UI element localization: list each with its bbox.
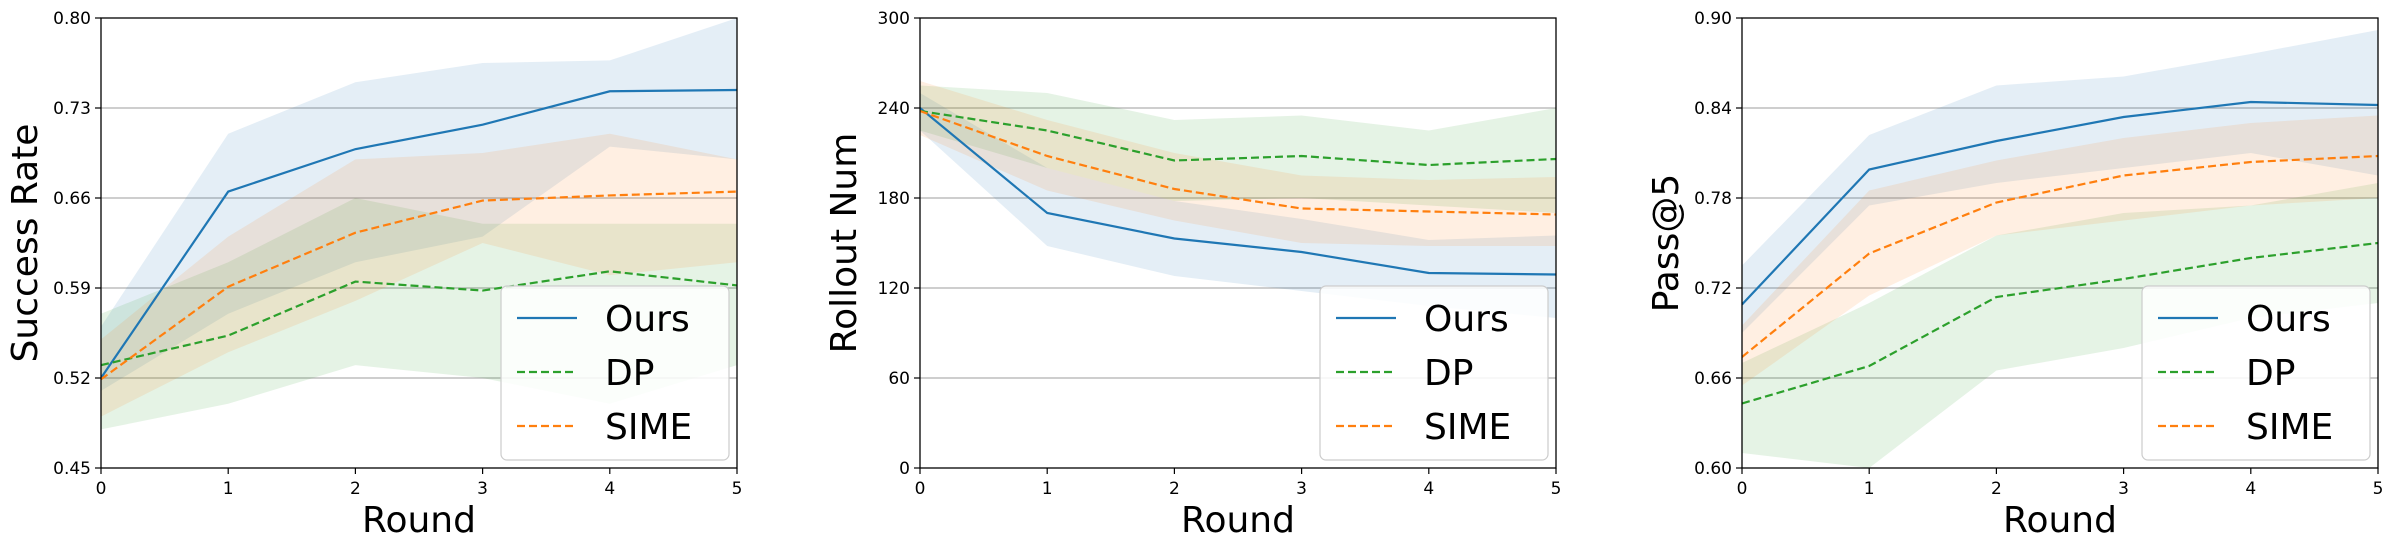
x-axis-label: Round — [2003, 500, 2117, 541]
y-axis-label: Success Rate — [5, 124, 46, 363]
x-tick-label: 3 — [2118, 479, 2129, 499]
axes-frame — [100, 17, 738, 469]
y-tick-label: 300 — [878, 9, 910, 29]
x-tick-label: 0 — [1737, 479, 1748, 499]
series-line-ours — [101, 88, 737, 379]
y-tick-label: 0.78 — [1694, 189, 1732, 209]
legend: Ours DP SIME — [500, 285, 730, 461]
y-tick-label: 0.52 — [53, 369, 91, 389]
y-tick-label: 0.59 — [53, 279, 91, 299]
series-layer — [920, 81, 1556, 318]
chart-panel-1: 0.45 0.52 0.59 0.66 0.73 0.80 0 1 2 3 4 5 Round Succe… — [5, 9, 742, 541]
y-axis-label: Pass@5 — [1646, 174, 1687, 313]
y-tick-label: 240 — [878, 99, 910, 119]
x-tick-label: 1 — [1042, 479, 1053, 499]
y-tick-label: 180 — [878, 189, 910, 209]
series-line-sime — [920, 109, 1556, 216]
x-tick-label: 0 — [915, 479, 926, 499]
axes-frame — [919, 17, 1557, 469]
legend-label-sime: SIME — [1424, 407, 1511, 448]
y-tick-label: 0.90 — [1694, 9, 1732, 29]
band-dp — [1742, 183, 2378, 468]
series-line-ours — [1742, 100, 2378, 306]
y-tick-label: 0.45 — [53, 459, 91, 479]
x-tick-label: 2 — [1169, 479, 1180, 499]
band-sime — [920, 81, 1556, 246]
series-line-dp — [101, 270, 737, 367]
x-tick-label: 5 — [1551, 479, 1562, 499]
legend-label-dp: DP — [2246, 353, 2295, 394]
y-tick-label: 0.66 — [53, 189, 91, 209]
y-tick-label: 120 — [878, 279, 910, 299]
series-line-ours — [920, 107, 1556, 276]
y-axis-label: Rollout Num — [824, 133, 865, 354]
x-axis-label: Round — [362, 500, 476, 541]
y-tick-label: 0 — [899, 459, 910, 479]
legend-box — [1319, 285, 1549, 461]
x-tick-label: 5 — [2373, 479, 2384, 499]
y-tick-label: 0.73 — [53, 99, 91, 119]
legend-label-dp: DP — [1424, 353, 1473, 394]
x-tick-label: 0 — [96, 479, 107, 499]
series-line-sime — [101, 190, 737, 381]
x-tick-label: 4 — [1423, 479, 1434, 499]
series-line-dp — [920, 109, 1556, 167]
y-tick-label: 0.80 — [53, 9, 91, 29]
legend: Ours DP SIME — [1319, 285, 1549, 461]
x-tick-label: 2 — [350, 479, 361, 499]
legend-box — [2141, 285, 2371, 461]
legend-label-ours: Ours — [1424, 299, 1509, 340]
x-tick-label: 5 — [732, 479, 743, 499]
x-tick-label: 4 — [2245, 479, 2256, 499]
chart-panel-2: 0 60 120 180 240 300 0 1 2 3 4 5 Round Rollout Num Our… — [824, 9, 1561, 541]
series-line-dp — [1742, 241, 2378, 405]
series-layer — [1742, 30, 2378, 468]
x-tick-label: 2 — [1991, 479, 2002, 499]
legend: Ours DP SIME — [2141, 285, 2371, 461]
x-tick-label: 3 — [477, 479, 488, 499]
legend-box — [500, 285, 730, 461]
legend-label-sime: SIME — [605, 407, 692, 448]
x-tick-label: 3 — [1296, 479, 1307, 499]
x-tick-label: 1 — [223, 479, 234, 499]
x-tick-label: 1 — [1864, 479, 1875, 499]
legend-label-ours: Ours — [605, 299, 690, 340]
band-sime — [101, 133, 737, 417]
band-ours — [920, 93, 1556, 318]
y-tick-label: 0.60 — [1694, 459, 1732, 479]
y-tick-label: 0.66 — [1694, 369, 1732, 389]
x-axis-label: Round — [1181, 500, 1295, 541]
legend-label-ours: Ours — [2246, 299, 2331, 340]
band-ours — [101, 18, 737, 391]
band-sime — [1742, 115, 2378, 386]
y-tick-label: 60 — [888, 369, 910, 389]
x-tick-label: 4 — [604, 479, 615, 499]
series-line-sime — [1742, 154, 2378, 358]
y-tick-label: 0.72 — [1694, 279, 1732, 299]
y-tick-label: 0.84 — [1694, 99, 1732, 119]
axes-frame — [1741, 17, 2379, 469]
band-dp — [920, 85, 1556, 213]
chart-panel-3: 0.60 0.66 0.72 0.78 0.84 0.90 0 1 2 3 4 5 Round Pass@… — [1646, 9, 2383, 541]
legend-label-sime: SIME — [2246, 407, 2333, 448]
legend-label-dp: DP — [605, 353, 654, 394]
